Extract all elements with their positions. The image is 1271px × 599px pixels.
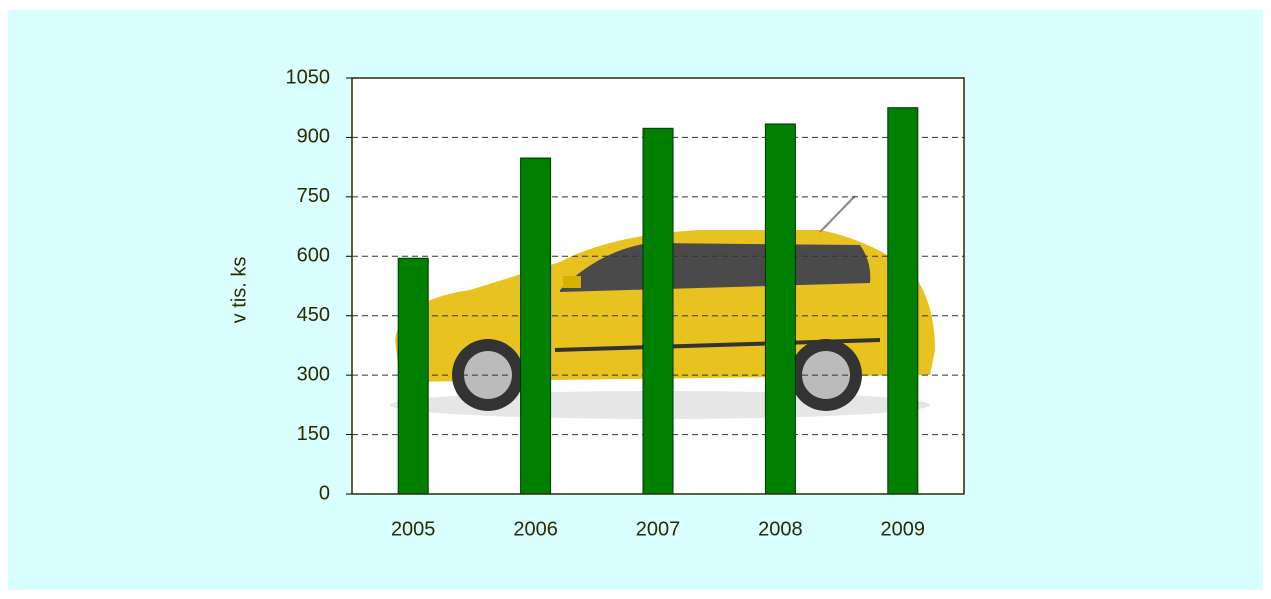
chart: v tis. ks 0 150 300 450 600 750 900 1050 2005 200… — [0, 0, 1271, 599]
y-tick-label: 1050 — [286, 66, 331, 88]
y-tick-label: 0 — [319, 482, 330, 504]
y-tick-label: 450 — [297, 304, 330, 326]
bar — [398, 258, 428, 494]
x-tick-label: 2009 — [881, 518, 926, 540]
y-tick-label: 300 — [297, 363, 330, 385]
y-tick-label: 750 — [297, 185, 330, 207]
y-tick-label: 900 — [297, 126, 330, 148]
bar — [643, 128, 673, 494]
x-tick-label: 2007 — [636, 518, 681, 540]
x-tick-label: 2006 — [513, 518, 558, 540]
x-tick-label: 2008 — [758, 518, 803, 540]
bar — [765, 124, 795, 494]
bar — [888, 108, 918, 494]
bar — [521, 158, 551, 494]
y-tick-label: 150 — [297, 423, 330, 445]
y-tick-label: 600 — [297, 245, 330, 267]
y-axis-label: v tis. ks — [228, 257, 250, 324]
x-tick-label: 2005 — [391, 518, 436, 540]
